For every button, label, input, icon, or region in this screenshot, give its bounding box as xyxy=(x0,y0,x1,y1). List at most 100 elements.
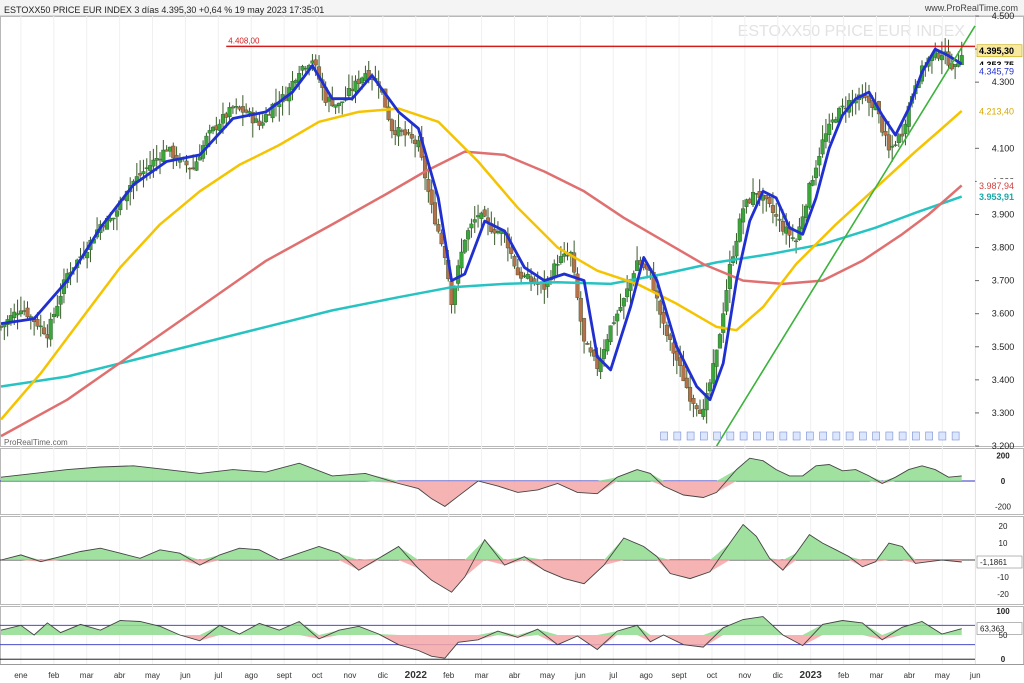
candle-body xyxy=(784,226,789,234)
candle-body xyxy=(492,229,497,234)
candle-body xyxy=(161,149,166,162)
price-label-box xyxy=(976,44,1023,58)
candle-body xyxy=(747,198,752,204)
candle-body xyxy=(85,252,90,259)
candle-body xyxy=(346,88,351,96)
candle-body xyxy=(525,274,530,279)
candle-body xyxy=(386,106,391,120)
candle-body xyxy=(416,140,421,148)
candle-body xyxy=(250,112,255,124)
x-tick-label: 2023 xyxy=(800,670,823,681)
osc-y-tick-label: 10 xyxy=(999,539,1008,548)
event-marker xyxy=(766,431,774,441)
candle-body xyxy=(562,253,567,257)
candle-body xyxy=(230,106,235,109)
event-marker xyxy=(859,431,867,441)
y-tick-label: 4.100 xyxy=(992,143,1015,153)
candle-body xyxy=(15,313,20,316)
x-tick-label: feb xyxy=(48,671,60,680)
osc-y-tick-label: -1,1861 xyxy=(980,558,1008,567)
event-marker xyxy=(938,431,947,441)
candle-body xyxy=(688,386,693,402)
x-tick-label: abr xyxy=(904,671,916,680)
candle-body xyxy=(350,88,355,91)
candle-body xyxy=(51,314,57,318)
candle-body xyxy=(469,223,474,229)
candle-body xyxy=(810,180,815,186)
title-bar xyxy=(0,0,1024,16)
candle-body xyxy=(664,324,669,336)
candle-body xyxy=(903,123,908,135)
candle-body xyxy=(393,130,398,135)
candle-body xyxy=(767,197,772,204)
candle-body xyxy=(264,114,269,122)
candle-body xyxy=(336,102,341,107)
event-marker xyxy=(832,431,841,441)
event-marker xyxy=(925,431,933,441)
x-tick-label: ago xyxy=(245,671,259,680)
candle-body xyxy=(184,160,189,166)
candle-body xyxy=(340,101,345,103)
candle-body xyxy=(707,382,712,392)
osc-positive-area xyxy=(1,616,962,635)
candle-body xyxy=(406,132,411,134)
candle-body xyxy=(615,313,620,322)
osc-y-tick-label: 63,363 xyxy=(980,625,1005,634)
x-tick-label: jun xyxy=(179,671,191,680)
candle-body xyxy=(611,322,616,324)
candle-body xyxy=(558,256,563,263)
candle-body xyxy=(578,297,583,322)
candle-body xyxy=(197,156,202,161)
osc-value-box xyxy=(976,555,1023,569)
candle-body xyxy=(114,210,119,217)
site-link[interactable]: www.ProRealTime.com xyxy=(924,3,1018,13)
chart-title: ESTOXX50 PRICE EUR INDEX 3 días 4.395,30… xyxy=(4,5,325,15)
candle-body xyxy=(946,51,951,66)
candle-body xyxy=(55,305,60,317)
candle-body xyxy=(866,96,872,103)
osc-y-tick-label: 50 xyxy=(999,631,1008,640)
candle-body xyxy=(48,318,53,340)
candle-body xyxy=(575,273,580,298)
candle-body xyxy=(353,80,358,92)
y-tick-label: 3.200 xyxy=(992,441,1015,451)
candle-body xyxy=(227,107,232,117)
candle-body xyxy=(293,80,298,84)
candle-body xyxy=(204,135,209,146)
candle-body xyxy=(360,77,365,84)
candle-body xyxy=(691,398,696,404)
event-marker xyxy=(739,431,748,441)
event-marker xyxy=(779,431,788,441)
candle-body xyxy=(191,167,196,170)
candle-body xyxy=(462,239,467,253)
price-label-box xyxy=(976,190,1023,203)
candle-body xyxy=(661,312,666,324)
candle-body xyxy=(674,350,679,361)
y-tick-label: 4.300 xyxy=(992,77,1015,87)
y-tick-label: 3.500 xyxy=(992,342,1015,352)
event-marker xyxy=(700,431,708,441)
candle-body xyxy=(714,349,719,367)
resistance-label: 4.408,00 xyxy=(228,36,260,45)
candle-body xyxy=(479,212,484,219)
event-marker xyxy=(660,431,668,441)
candle-body xyxy=(744,199,749,207)
candle-body xyxy=(790,237,795,239)
osc-negative-area xyxy=(1,560,962,593)
candle-body xyxy=(936,52,941,59)
candle-body xyxy=(512,255,517,267)
y-tick-label: 3.400 xyxy=(992,375,1015,385)
candle-body xyxy=(605,339,610,352)
candle-body xyxy=(22,310,27,312)
candle-body xyxy=(426,179,431,192)
candle-body xyxy=(694,405,699,410)
candle-body xyxy=(138,173,143,176)
candle-body xyxy=(432,202,438,225)
candle-body xyxy=(42,327,47,335)
panel-frame-0 xyxy=(0,16,1024,447)
event-marker xyxy=(845,431,854,441)
candle-body xyxy=(529,276,534,282)
candle-body xyxy=(429,189,434,205)
candle-body xyxy=(35,319,40,327)
candle-body xyxy=(820,139,825,155)
